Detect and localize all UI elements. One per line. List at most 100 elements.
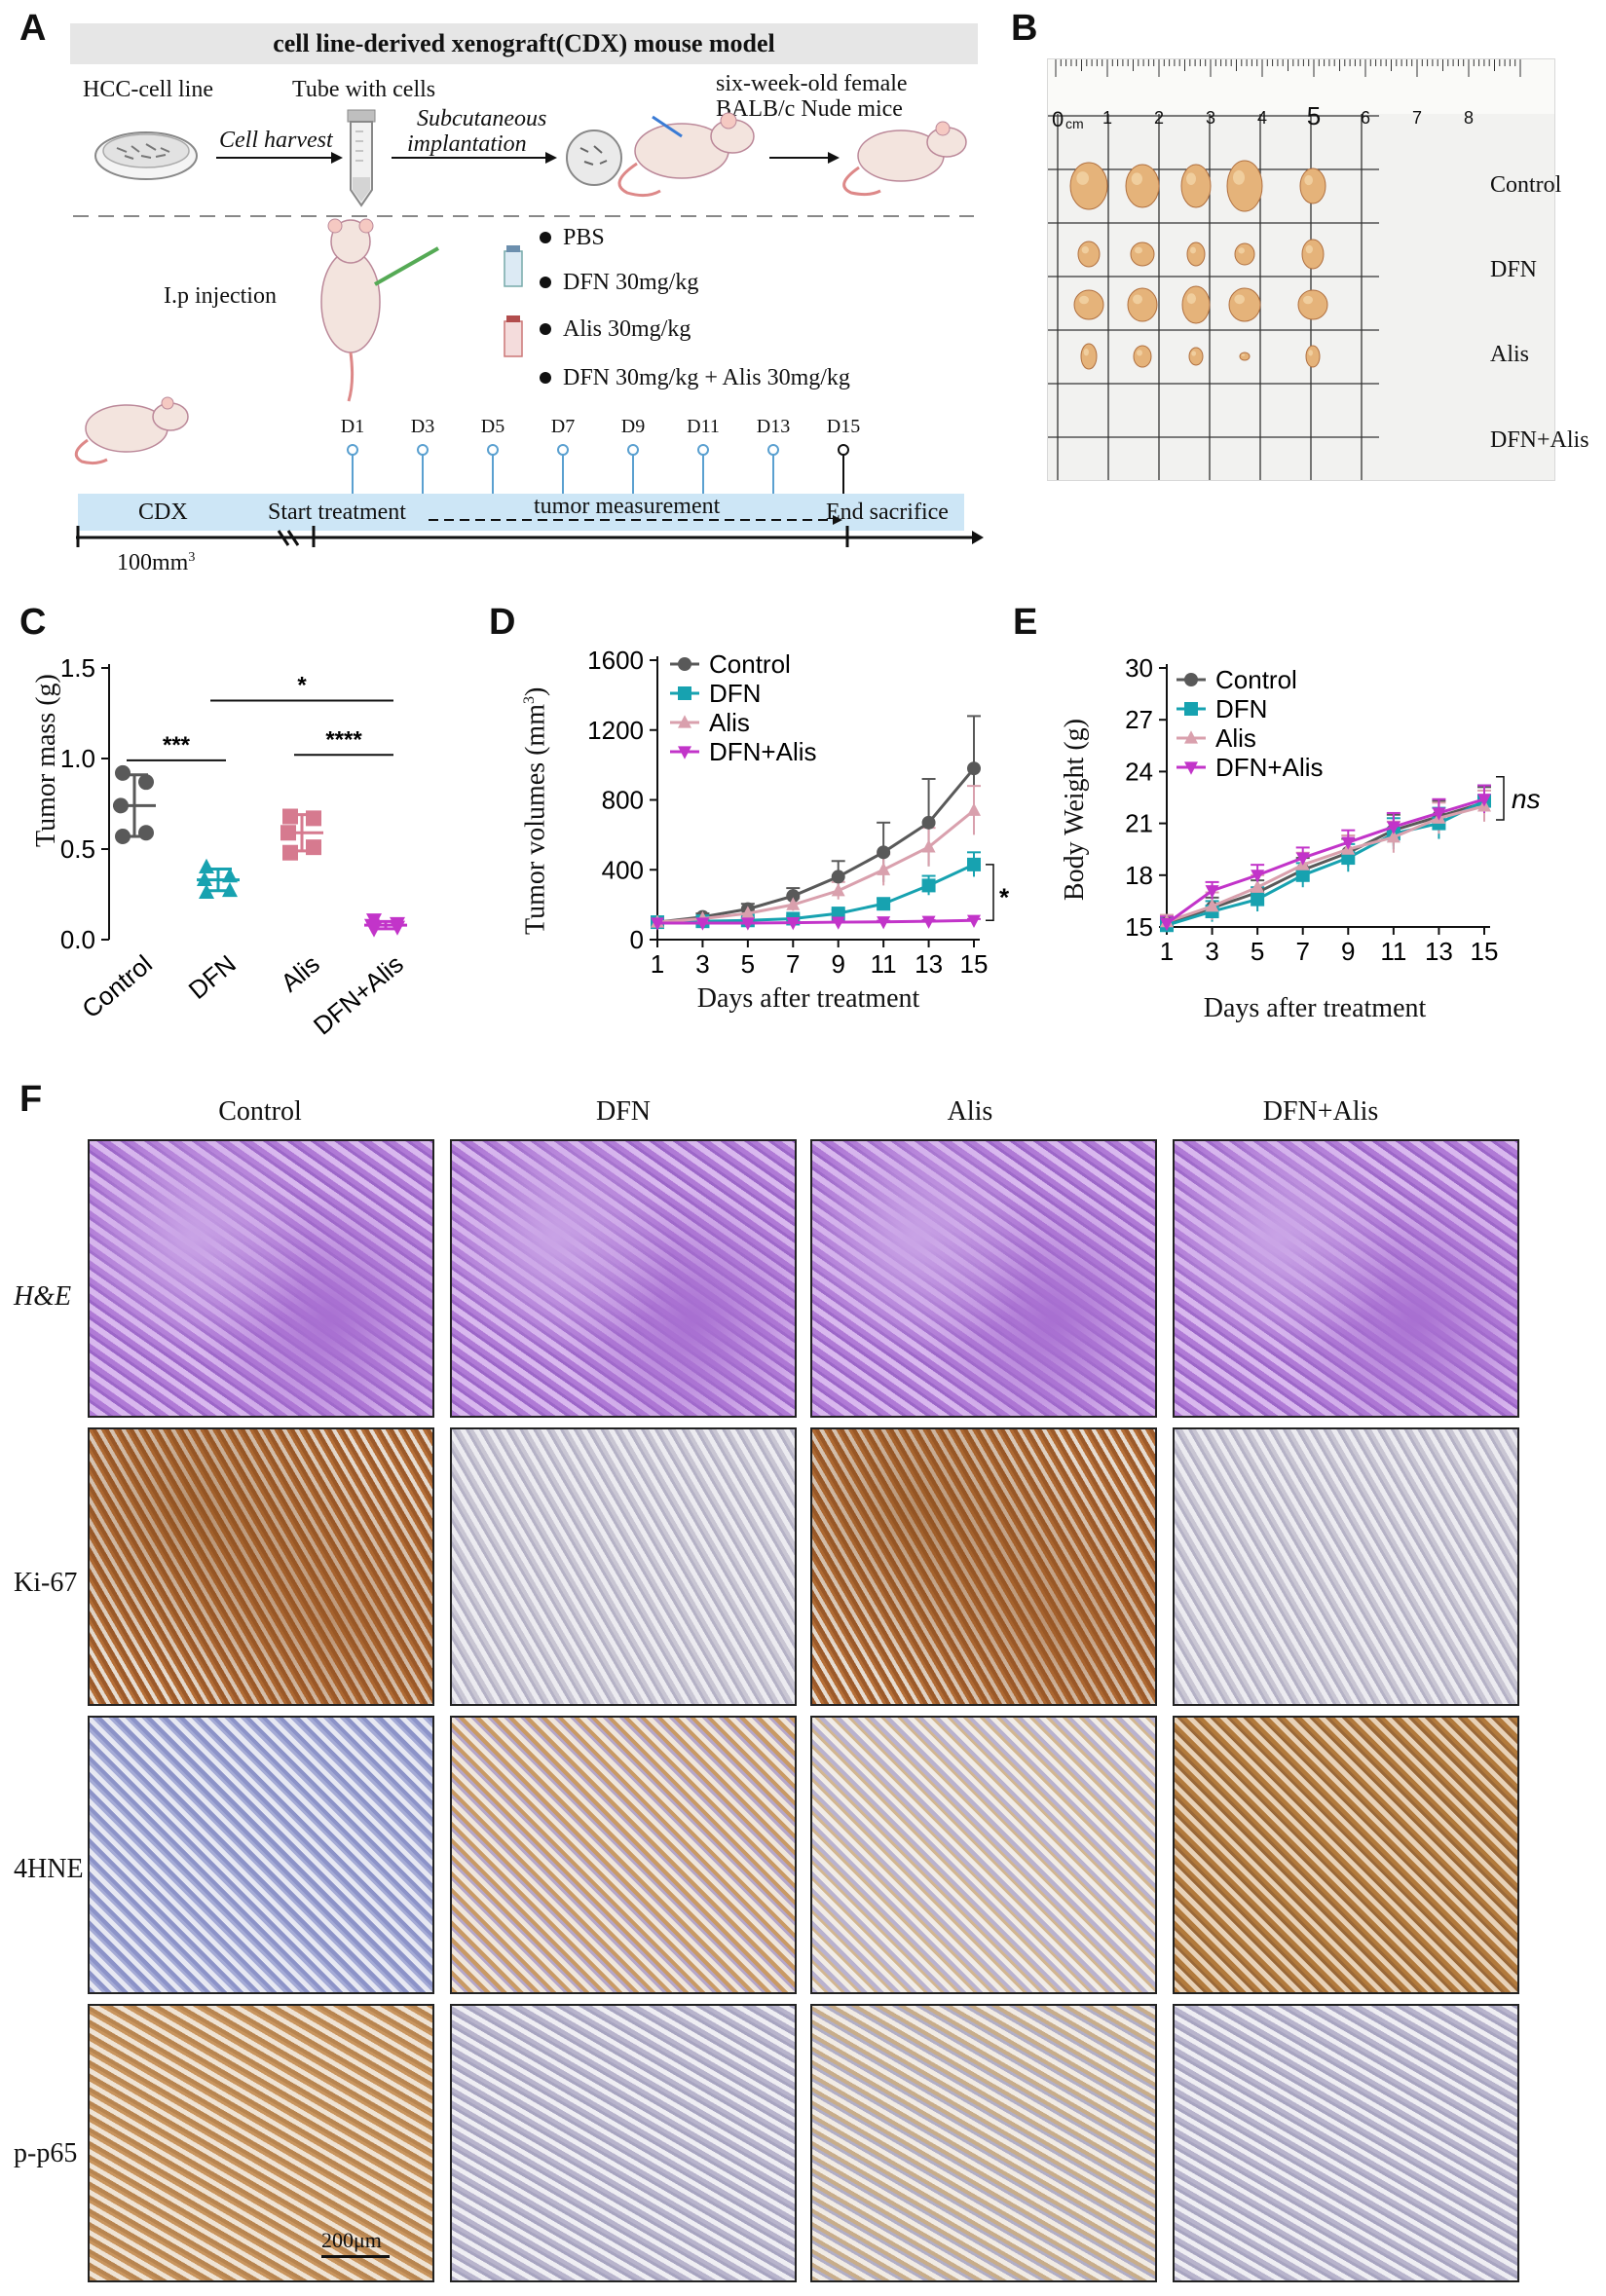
ip-injection-label: I.p injection [164, 283, 277, 309]
tumor-photo [1047, 58, 1555, 481]
panel-letter-c: C [19, 602, 47, 643]
data-point [222, 881, 238, 898]
panel-e-xlabel: Days after treatment [1203, 993, 1427, 1023]
implantation-label: implantation [407, 131, 527, 157]
x-tick-label: 11 [1380, 937, 1406, 966]
tumor-specimen [1186, 241, 1206, 267]
significance-label: * [297, 672, 307, 698]
x-tick-label: 13 [915, 949, 943, 979]
legend-marker [678, 686, 691, 700]
y-tick-label: 27 [1125, 705, 1153, 734]
data-point [1432, 807, 1446, 821]
cdx-label: CDX [138, 500, 188, 525]
data-point [306, 839, 321, 856]
x-tick-label: DFN [183, 949, 242, 1005]
petri-dish-icon [94, 131, 198, 180]
ihc-pp65-dfn [450, 2004, 797, 2282]
x-tick-label: 13 [1425, 937, 1453, 966]
data-point [1160, 917, 1174, 932]
tumor-highlight [1191, 351, 1196, 356]
day-pin-head [417, 444, 429, 456]
significance-label: *** [163, 732, 191, 759]
tumor-measurement-label: tumor measurement [534, 494, 721, 519]
x-tick-label: 7 [1295, 937, 1309, 966]
start-treatment-label: Start treatment [268, 500, 406, 525]
row-header-4hne: 4HNE [14, 1854, 84, 1884]
tumor-highlight [1135, 246, 1142, 254]
data-point [967, 761, 981, 776]
tumor-specimen [1305, 345, 1321, 368]
x-tick-label: 7 [786, 949, 800, 979]
tumor-specimen [1239, 352, 1251, 361]
tumor-specimen [1188, 347, 1204, 366]
significance-bracket [986, 864, 994, 922]
row-label-control: Control [1490, 172, 1562, 198]
day-pin-head [767, 444, 779, 456]
data-point [921, 915, 936, 929]
tumor-highlight [1083, 348, 1089, 356]
legend-label: DFN+Alis [709, 737, 817, 766]
x-tick-label: 3 [1205, 937, 1218, 966]
data-point [1205, 885, 1219, 899]
bullet-alis [540, 323, 551, 335]
treatment-combo: DFN 30mg/kg + Alis 30mg/kg [563, 365, 850, 390]
ihc-he-combo [1173, 1139, 1519, 1418]
y-tick-label: 30 [1125, 653, 1153, 683]
tumor-specimen [1226, 160, 1263, 212]
x-tick-label: DFN+Alis [308, 949, 409, 1041]
legend-label: Control [1215, 665, 1297, 694]
day-pins [347, 444, 849, 494]
y-tick-label: 1.0 [60, 744, 95, 773]
treatment-dfn: DFN 30mg/kg [563, 270, 699, 295]
data-point [138, 825, 154, 841]
bullet-combo [540, 372, 551, 384]
data-point [199, 883, 214, 900]
scale-bar-label: 200μm [321, 2228, 382, 2252]
data-point [282, 844, 298, 861]
data-point [740, 917, 755, 931]
tumor-highlight [1241, 353, 1245, 356]
data-point [1251, 892, 1265, 907]
day-label-d13: D13 [756, 416, 791, 437]
data-point [921, 815, 936, 830]
series-line [1166, 800, 1485, 925]
tumor-specimen [1228, 287, 1261, 322]
treatment-pbs: PBS [563, 225, 605, 250]
x-tick-label: Alis [275, 949, 324, 998]
day-pin-head [627, 444, 639, 456]
legend-label: Alis [1215, 723, 1256, 753]
tumor-highlight [1131, 172, 1142, 185]
tumor-highlight [1305, 244, 1313, 254]
data-point [115, 828, 131, 844]
ruler-label-2: 2 [1153, 108, 1165, 128]
tumor-highlight [1137, 350, 1142, 356]
timeline-bar [78, 494, 964, 531]
tumor-highlight [1076, 171, 1089, 185]
x-tick-label: 11 [871, 949, 897, 979]
x-tick-label: Control [76, 949, 157, 1024]
ihc-pp65-combo [1173, 2004, 1519, 2282]
y-tick-label: 0.0 [60, 925, 95, 954]
volume-sup: 3 [188, 550, 196, 565]
cell-harvest-label: Cell harvest [219, 128, 333, 153]
day-pin-head [838, 444, 849, 456]
mouse-icon [74, 396, 189, 465]
legend-label: DFN [709, 679, 761, 708]
legend-marker [1184, 673, 1198, 686]
tube-label: Tube with cells [292, 77, 436, 102]
ihc-4hne-combo [1173, 1716, 1519, 1994]
ruler-label-1: 1 [1102, 108, 1113, 128]
series-line [656, 863, 975, 924]
x-tick-label: 5 [741, 949, 755, 979]
legend-label: DFN [1215, 694, 1267, 723]
day-label-d11: D11 [687, 416, 720, 437]
legend-label: DFN+Alis [1215, 753, 1324, 782]
volume-label: 100mm3 [117, 550, 196, 575]
day-label-d5: D5 [480, 416, 505, 437]
x-tick-label: 1 [1160, 937, 1174, 966]
tumor-highlight [1133, 294, 1142, 305]
panel-letter-e: E [1013, 602, 1038, 643]
data-point [1386, 830, 1401, 843]
